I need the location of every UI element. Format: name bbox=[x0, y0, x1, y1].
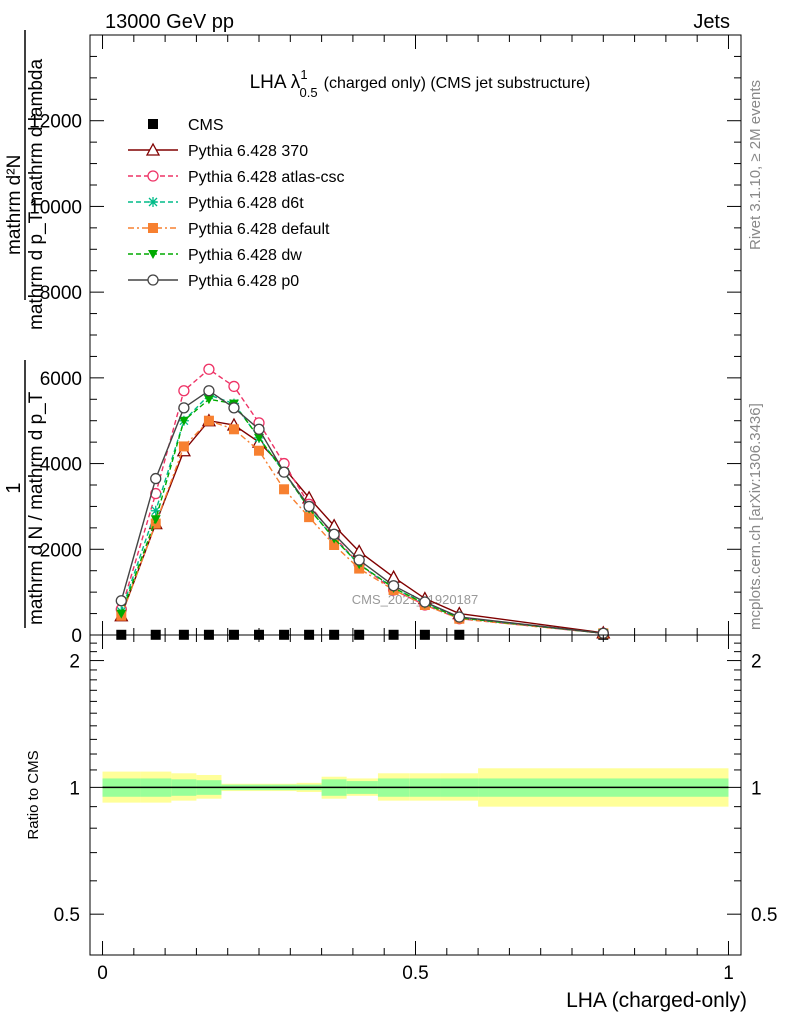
ratio-panel: 0.5 0.51 12 2 0 0.5 1 Ratio to CMS LHA (charg… bbox=[25, 634, 777, 1012]
data-point-pythia-6-428-atlas-csc bbox=[203, 363, 215, 375]
title-sup: 1 bbox=[300, 67, 307, 82]
legend-label: Pythia 6.428 default bbox=[188, 221, 330, 238]
legend-entry-pythia-6-428-d6t: Pythia 6.428 d6t bbox=[128, 195, 304, 212]
data-point-pythia-6-428-p0 bbox=[278, 466, 290, 478]
ratio-bands bbox=[102, 768, 729, 807]
main-y-tick-label: 8000 bbox=[40, 283, 82, 304]
main-y-tick-label: 10000 bbox=[29, 197, 82, 218]
header-right: Jets bbox=[693, 11, 730, 33]
legend-label: Pythia 6.428 p0 bbox=[188, 273, 299, 290]
legend-marker bbox=[148, 250, 158, 259]
data-point-pythia-6-428-dw bbox=[150, 515, 161, 525]
ratio-y-tick-label: 2 bbox=[69, 652, 80, 673]
series-pythia-6-428-p0 bbox=[115, 385, 609, 639]
data-point-pythia-6-428-p0 bbox=[228, 402, 240, 414]
legend-entry-pythia-6-428-default: Pythia 6.428 default bbox=[128, 221, 330, 238]
ratio-y-tick-label-right: 2 bbox=[751, 652, 762, 673]
data-point-pythia-6-428-dw bbox=[178, 416, 189, 426]
data-point-pythia-6-428-p0 bbox=[253, 423, 265, 435]
legend-marker bbox=[145, 142, 161, 156]
data-point-pythia-6-428-p0 bbox=[115, 595, 127, 607]
legend-label: Pythia 6.428 atlas-csc bbox=[188, 169, 345, 186]
legend-marker bbox=[147, 170, 159, 182]
main-y-label: 1 mathrm d N / mathrm d p_T mathrm d²N m… bbox=[3, 30, 47, 628]
y-label-den: mathrm d p_T mathrm d lambda bbox=[26, 59, 47, 330]
y-label-prefix-num: 1 bbox=[3, 482, 25, 493]
legend-label: Pythia 6.428 dw bbox=[188, 247, 302, 264]
data-point-pythia-6-428-p0 bbox=[328, 528, 340, 540]
legend-label: CMS bbox=[188, 117, 224, 134]
data-point-pythia-6-428-p0 bbox=[178, 402, 190, 414]
data-point-pythia-6-428-p0 bbox=[203, 385, 215, 397]
legend-marker bbox=[147, 274, 159, 286]
data-point-pythia-6-428-p0 bbox=[303, 500, 315, 513]
data-point-pythia-6-428-default bbox=[178, 441, 189, 452]
legend: CMS Pythia 6.428 370 Pythia 6.428 atlas-cs… bbox=[128, 117, 345, 290]
data-point-pythia-6-428-p0 bbox=[419, 596, 431, 608]
ratio-y-tick-label-right: 1 bbox=[751, 778, 762, 799]
title-rest: (charged only) (CMS jet substructure) bbox=[324, 75, 591, 92]
main-title: LHA λ1 0.5 (charged only) (CMS jet substru… bbox=[250, 67, 591, 100]
legend-entry-pythia-6-428-atlas-csc: Pythia 6.428 atlas-csc bbox=[128, 169, 345, 186]
legend-marker bbox=[148, 119, 158, 129]
mcplots-label: mcplots.cern.ch [arXiv:1306.3436] bbox=[747, 403, 764, 630]
ratio-y-tick-label-right: 0.5 bbox=[751, 905, 777, 926]
data-point-pythia-6-428-p0 bbox=[150, 472, 162, 485]
x-axis-label: LHA (charged-only) bbox=[566, 989, 747, 1012]
data-point-pythia-6-428-p0 bbox=[353, 554, 365, 566]
data-point-pythia-6-428-p0 bbox=[387, 580, 400, 592]
data-point-pythia-6-428-default bbox=[228, 424, 239, 435]
y-label-prefix-den: mathrm d N / mathrm d p_T bbox=[26, 391, 47, 625]
x-tick-label: 0 bbox=[97, 963, 108, 984]
main-x-ticks bbox=[102, 35, 729, 635]
data-point-pythia-6-428-default bbox=[304, 512, 315, 523]
main-y-tick-label: 4000 bbox=[40, 455, 82, 476]
legend-entry-pythia-6-428-370: Pythia 6.428 370 bbox=[128, 142, 308, 160]
data-point-pythia-6-428-d6t bbox=[150, 505, 161, 516]
data-point-pythia-6-428-default bbox=[254, 445, 265, 456]
main-y-tick-label: 12000 bbox=[29, 112, 82, 133]
data-point-pythia-6-428-default bbox=[279, 484, 290, 495]
legend-marker bbox=[148, 223, 158, 233]
main-y-ticks: 0 2000 4000 6000 8000 10000 12000 bbox=[29, 55, 741, 647]
main-y-tick-label: 2000 bbox=[40, 540, 82, 561]
ratio-y-tick-label: 1 bbox=[69, 778, 80, 799]
rivet-label: Rivet 3.1.10, ≥ 2M events bbox=[747, 80, 764, 250]
header-left: 13000 GeV pp bbox=[105, 11, 234, 33]
legend-entry-pythia-6-428-p0: Pythia 6.428 p0 bbox=[128, 273, 299, 290]
main-y-tick-label: 0 bbox=[71, 626, 82, 647]
x-tick-label: 0.5 bbox=[402, 963, 428, 984]
y-label-num: mathrm d²N bbox=[4, 155, 25, 255]
title-sub: 0.5 bbox=[300, 85, 318, 100]
ratio-y-tick-label: 0.5 bbox=[54, 905, 80, 926]
title-main: LHA λ bbox=[250, 72, 301, 93]
data-point-pythia-6-428-default bbox=[329, 540, 340, 550]
data-point-pythia-6-428-atlas-csc bbox=[228, 380, 240, 393]
legend-label: Pythia 6.428 370 bbox=[188, 143, 308, 160]
data-point-pythia-6-428-dw bbox=[116, 609, 127, 619]
data-point-pythia-6-428-atlas-csc bbox=[178, 385, 190, 397]
ratio-x-ticks: 0 0.5 1 bbox=[97, 635, 734, 984]
main-y-tick-label: 6000 bbox=[40, 369, 82, 390]
legend-marker bbox=[148, 197, 158, 207]
data-point-pythia-6-428-default bbox=[203, 415, 214, 426]
x-tick-label: 1 bbox=[723, 963, 734, 984]
legend-entry-pythia-6-428-dw: Pythia 6.428 dw bbox=[128, 247, 302, 264]
ratio-y-ticks: 0.5 0.5 1 1 2 2 bbox=[54, 642, 777, 926]
ratio-y-label: Ratio to CMS bbox=[25, 750, 42, 839]
legend-label: Pythia 6.428 d6t bbox=[188, 195, 304, 212]
data-point-pythia-6-428-dw bbox=[254, 433, 265, 443]
series-layer bbox=[114, 363, 611, 640]
data-point-pythia-6-428-p0 bbox=[453, 611, 465, 623]
data-point-pythia-6-428-dw bbox=[203, 395, 214, 405]
legend-entry-cms: CMS bbox=[148, 117, 224, 134]
